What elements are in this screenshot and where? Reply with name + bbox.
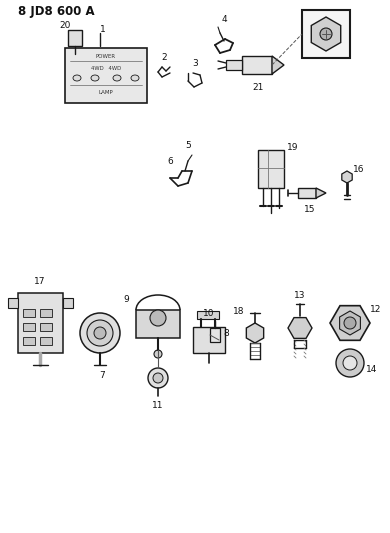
Bar — [40, 337, 52, 345]
Text: 4WD   4WD: 4WD 4WD — [91, 66, 121, 70]
Text: 15: 15 — [304, 205, 316, 214]
Circle shape — [343, 356, 357, 370]
Text: 8 JD8 600 A: 8 JD8 600 A — [18, 4, 95, 18]
Polygon shape — [246, 323, 264, 343]
Bar — [65, 48, 147, 103]
Text: 20: 20 — [59, 20, 71, 29]
Text: 6: 6 — [167, 157, 173, 166]
Bar — [18, 293, 63, 353]
Bar — [63, 298, 73, 308]
Text: 11: 11 — [152, 401, 164, 410]
Text: 18: 18 — [233, 306, 245, 316]
Polygon shape — [330, 306, 370, 341]
Text: 8: 8 — [223, 328, 229, 337]
Bar — [242, 56, 272, 74]
Polygon shape — [272, 56, 284, 74]
Text: 14: 14 — [366, 365, 378, 374]
Polygon shape — [340, 311, 360, 335]
Wedge shape — [136, 288, 180, 310]
Ellipse shape — [91, 75, 99, 81]
Text: 9: 9 — [123, 295, 129, 304]
Text: 13: 13 — [294, 292, 306, 301]
Bar — [68, 30, 82, 46]
Circle shape — [154, 350, 162, 358]
Polygon shape — [316, 188, 326, 198]
Text: 12: 12 — [370, 304, 382, 313]
Text: 7: 7 — [99, 370, 105, 379]
Ellipse shape — [113, 75, 121, 81]
Bar — [298, 188, 316, 198]
Circle shape — [153, 373, 163, 383]
Circle shape — [80, 313, 120, 353]
Text: 5: 5 — [185, 141, 191, 149]
Text: 10: 10 — [203, 309, 215, 318]
Bar — [258, 150, 284, 188]
Bar — [193, 327, 225, 353]
Bar — [226, 60, 242, 70]
Circle shape — [150, 310, 166, 326]
Circle shape — [344, 317, 356, 329]
Text: 21: 21 — [252, 83, 264, 92]
Bar — [197, 311, 219, 319]
Bar — [302, 10, 350, 58]
Ellipse shape — [73, 75, 81, 81]
Bar — [136, 310, 180, 338]
Text: 19: 19 — [287, 143, 299, 152]
Bar — [23, 337, 35, 345]
Text: 17: 17 — [34, 277, 46, 286]
Bar — [40, 309, 52, 317]
Text: LAMP: LAMP — [99, 90, 113, 94]
Circle shape — [87, 320, 113, 346]
Polygon shape — [311, 17, 341, 51]
Polygon shape — [288, 318, 312, 338]
Bar — [8, 298, 18, 308]
Text: 16: 16 — [353, 165, 365, 174]
Text: 1: 1 — [100, 26, 106, 35]
Bar — [40, 323, 52, 331]
Ellipse shape — [131, 75, 139, 81]
Text: 2: 2 — [161, 53, 167, 62]
Text: 4: 4 — [221, 15, 227, 25]
Circle shape — [336, 349, 364, 377]
Circle shape — [320, 28, 332, 40]
Text: 3: 3 — [192, 60, 198, 69]
Circle shape — [94, 327, 106, 339]
Bar — [23, 323, 35, 331]
Text: POWER: POWER — [96, 54, 116, 60]
Circle shape — [148, 368, 168, 388]
Bar — [210, 328, 220, 342]
Polygon shape — [342, 171, 352, 183]
Bar — [23, 309, 35, 317]
